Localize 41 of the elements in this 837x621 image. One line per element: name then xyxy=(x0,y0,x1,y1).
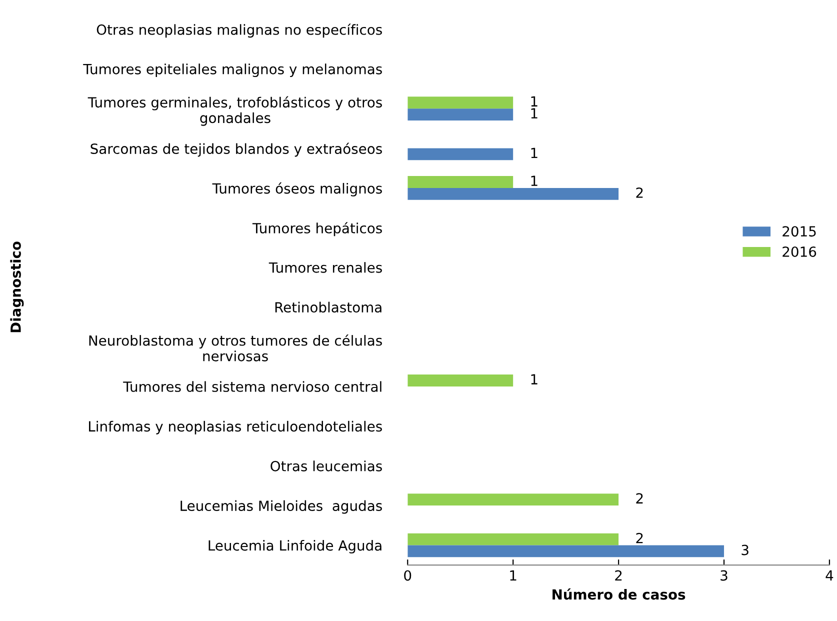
x-tick-label: 3 xyxy=(720,570,728,581)
data-label: 1 xyxy=(531,148,538,158)
data-label: 1 xyxy=(531,176,538,186)
data-label: 3 xyxy=(742,544,748,556)
y-tick-label: Tumores germinales, trofoblásticos y otros gonadales xyxy=(88,96,382,126)
legend-label: 2015 xyxy=(782,226,816,237)
data-label: 2 xyxy=(636,532,643,544)
bar xyxy=(408,108,514,120)
bar xyxy=(408,533,619,546)
data-label: 1 xyxy=(531,108,538,118)
x-tick-label: 1 xyxy=(510,570,516,581)
x-tick-label: 0 xyxy=(404,570,412,581)
x-tick-label: 2 xyxy=(615,570,622,581)
y-tick-label: Tumores hepáticos xyxy=(252,222,382,236)
y-tick-label: Neuroblastoma y otros tumores de células nerviosas xyxy=(89,334,382,362)
data-label: 1 xyxy=(531,374,538,384)
bar xyxy=(408,374,514,386)
y-axis-title: Diagnostico xyxy=(10,242,24,332)
bar xyxy=(408,96,514,109)
y-tick-label: Leucemia Linfoide Aguda xyxy=(208,540,382,554)
y-tick-label: Otras neoplasias malignas no específicos xyxy=(96,24,382,38)
bar xyxy=(408,148,514,160)
y-tick-label: Retinoblastoma xyxy=(275,302,382,313)
data-label: 2 xyxy=(636,493,643,504)
legend-label: 2016 xyxy=(782,246,816,257)
x-tick-label: 4 xyxy=(826,570,834,581)
y-tick-label: Sarcomas de tejidos blandos y extraóseos xyxy=(90,142,382,157)
bar xyxy=(408,545,724,558)
data-label: 1 xyxy=(531,96,538,106)
y-tick-label: Linfomas y neoplasias reticuloendoteliales xyxy=(89,420,382,434)
y-tick-label: Tumores renales xyxy=(268,262,382,273)
y-tick-label: Leucemias Mieloides agudas xyxy=(180,500,382,514)
x-axis-title: Número de casos xyxy=(552,588,686,600)
y-tick-label: Tumores epiteliales malignos y melanomas xyxy=(83,64,382,78)
y-tick-label: Tumores óseos malignos xyxy=(212,182,382,196)
y-tick-label: Tumores del sistema nervioso central xyxy=(123,381,382,392)
bar xyxy=(408,176,514,188)
y-tick-label: Otras leucemias xyxy=(270,460,382,472)
bar xyxy=(408,494,619,506)
bar xyxy=(408,188,619,200)
data-label: 2 xyxy=(636,187,643,198)
